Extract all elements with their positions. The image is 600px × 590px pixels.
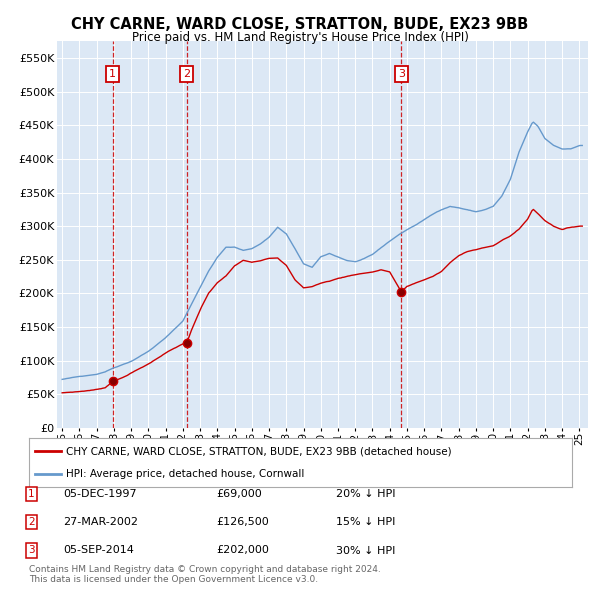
Text: CHY CARNE, WARD CLOSE, STRATTON, BUDE, EX23 9BB (detached house): CHY CARNE, WARD CLOSE, STRATTON, BUDE, E…: [66, 447, 451, 457]
Text: 27-MAR-2002: 27-MAR-2002: [63, 517, 138, 527]
Text: 30% ↓ HPI: 30% ↓ HPI: [336, 546, 395, 555]
Text: 1: 1: [109, 69, 116, 79]
Text: Price paid vs. HM Land Registry's House Price Index (HPI): Price paid vs. HM Land Registry's House …: [131, 31, 469, 44]
Text: 20% ↓ HPI: 20% ↓ HPI: [336, 489, 395, 499]
Text: £126,500: £126,500: [216, 517, 269, 527]
Text: 3: 3: [28, 546, 35, 555]
Text: £202,000: £202,000: [216, 546, 269, 555]
Text: 3: 3: [398, 69, 405, 79]
Text: 1: 1: [28, 489, 35, 499]
Text: 2: 2: [28, 517, 35, 527]
Text: Contains HM Land Registry data © Crown copyright and database right 2024.
This d: Contains HM Land Registry data © Crown c…: [29, 565, 380, 584]
Text: 2: 2: [183, 69, 190, 79]
Text: CHY CARNE, WARD CLOSE, STRATTON, BUDE, EX23 9BB: CHY CARNE, WARD CLOSE, STRATTON, BUDE, E…: [71, 17, 529, 31]
Text: 05-SEP-2014: 05-SEP-2014: [63, 546, 134, 555]
Text: £69,000: £69,000: [216, 489, 262, 499]
Text: 15% ↓ HPI: 15% ↓ HPI: [336, 517, 395, 527]
Text: HPI: Average price, detached house, Cornwall: HPI: Average price, detached house, Corn…: [66, 468, 304, 478]
Text: 05-DEC-1997: 05-DEC-1997: [63, 489, 137, 499]
